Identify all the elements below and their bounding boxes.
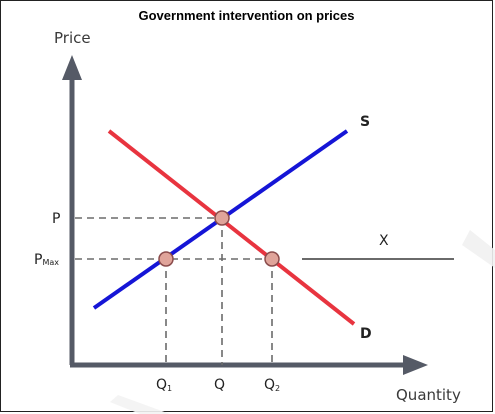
- demand-label: D: [360, 326, 372, 342]
- supply-at-ceiling-point: [158, 251, 174, 267]
- axes: [62, 55, 428, 375]
- x-axis-label: Quantity: [396, 386, 461, 404]
- annotation-label: X: [379, 233, 389, 249]
- equilibrium-point: [214, 210, 230, 226]
- supply-label: S: [360, 114, 370, 130]
- x-axis-arrow: [403, 355, 428, 375]
- tick-q: Q: [214, 377, 225, 393]
- y-axis-label: Price: [54, 29, 91, 47]
- tick-p: P: [52, 211, 60, 227]
- demand-at-ceiling-point: [264, 251, 280, 267]
- y-axis-arrow: [62, 55, 82, 80]
- intersection-points: [158, 210, 280, 267]
- watermark-stripes: [110, 230, 495, 414]
- tick-pmax: PMax: [34, 252, 59, 268]
- demand-curve: [107, 129, 356, 326]
- tick-q2: Q2: [264, 377, 280, 393]
- chart-title: Government intervention on prices: [138, 8, 355, 23]
- guide-lines: [75, 217, 273, 365]
- tick-q1: Q1: [156, 377, 172, 393]
